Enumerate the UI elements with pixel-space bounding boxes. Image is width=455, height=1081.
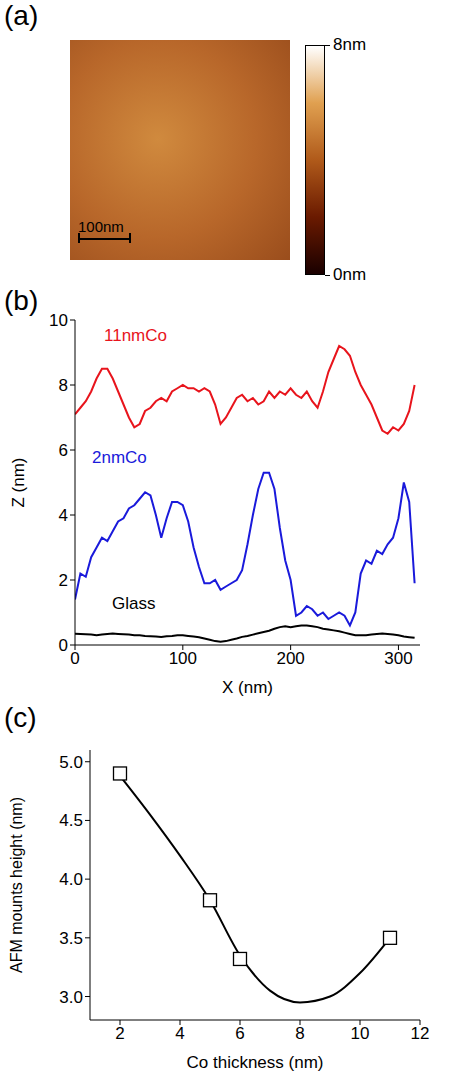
svg-text:6: 6 [59, 441, 68, 460]
svg-text:4.5: 4.5 [59, 811, 83, 830]
svg-text:AFM mounts height (nm): AFM mounts height (nm) [8, 797, 25, 973]
svg-text:4.0: 4.0 [59, 870, 83, 889]
html-text:100nm: 100nm [78, 218, 124, 235]
svg-text:Co thickness (nm): Co thickness (nm) [187, 1053, 324, 1072]
svg-text:200: 200 [276, 649, 304, 668]
svg-text:X (nm): X (nm) [222, 678, 273, 697]
svg-text:5.0: 5.0 [59, 753, 83, 772]
html-text:0nm: 0nm [333, 265, 367, 284]
svg-text:2: 2 [59, 571, 68, 590]
html-text:(c): (c) [4, 702, 37, 733]
html-text:2nmCo: 2nmCo [92, 448, 147, 467]
svg-text:2: 2 [115, 1024, 124, 1043]
html-text:(b): (b) [4, 285, 39, 316]
svg-text:12: 12 [411, 1024, 430, 1043]
svg-text:100: 100 [169, 649, 197, 668]
svg-text:300: 300 [384, 649, 412, 668]
html-text:8nm: 8nm [333, 35, 367, 54]
html-text:11nmCo: 11nmCo [104, 326, 167, 345]
svg-text:3.0: 3.0 [59, 988, 83, 1007]
svg-text:Z (nm): Z (nm) [9, 457, 28, 507]
html-text:(a): (a) [4, 0, 39, 31]
svg-text:0: 0 [70, 649, 79, 668]
svg-text:8: 8 [295, 1024, 304, 1043]
svg-text:10: 10 [351, 1024, 370, 1043]
svg-text:6: 6 [235, 1024, 244, 1043]
svg-text:4: 4 [59, 506, 68, 525]
svg-text:8: 8 [59, 376, 68, 395]
svg-text:0: 0 [59, 636, 68, 655]
svg-text:10: 10 [49, 311, 68, 330]
svg-text:4: 4 [175, 1024, 184, 1043]
svg-text:3.5: 3.5 [59, 929, 83, 948]
html-text:Glass: Glass [112, 594, 156, 613]
